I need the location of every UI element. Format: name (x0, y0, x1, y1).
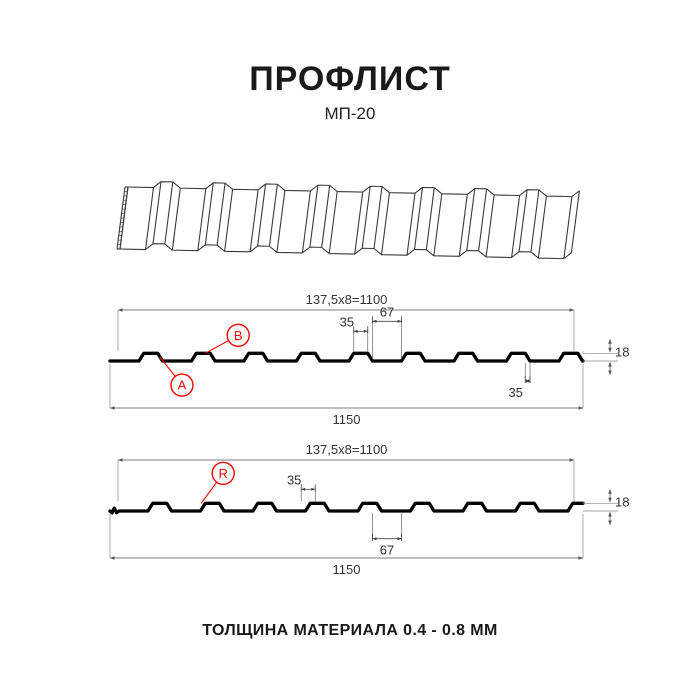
svg-text:1150: 1150 (333, 562, 361, 577)
svg-text:67: 67 (380, 543, 394, 558)
svg-text:18: 18 (615, 494, 629, 509)
svg-text:137,5x8=1100: 137,5x8=1100 (306, 442, 388, 457)
svg-text:35: 35 (287, 472, 301, 487)
svg-text:R: R (219, 466, 228, 481)
